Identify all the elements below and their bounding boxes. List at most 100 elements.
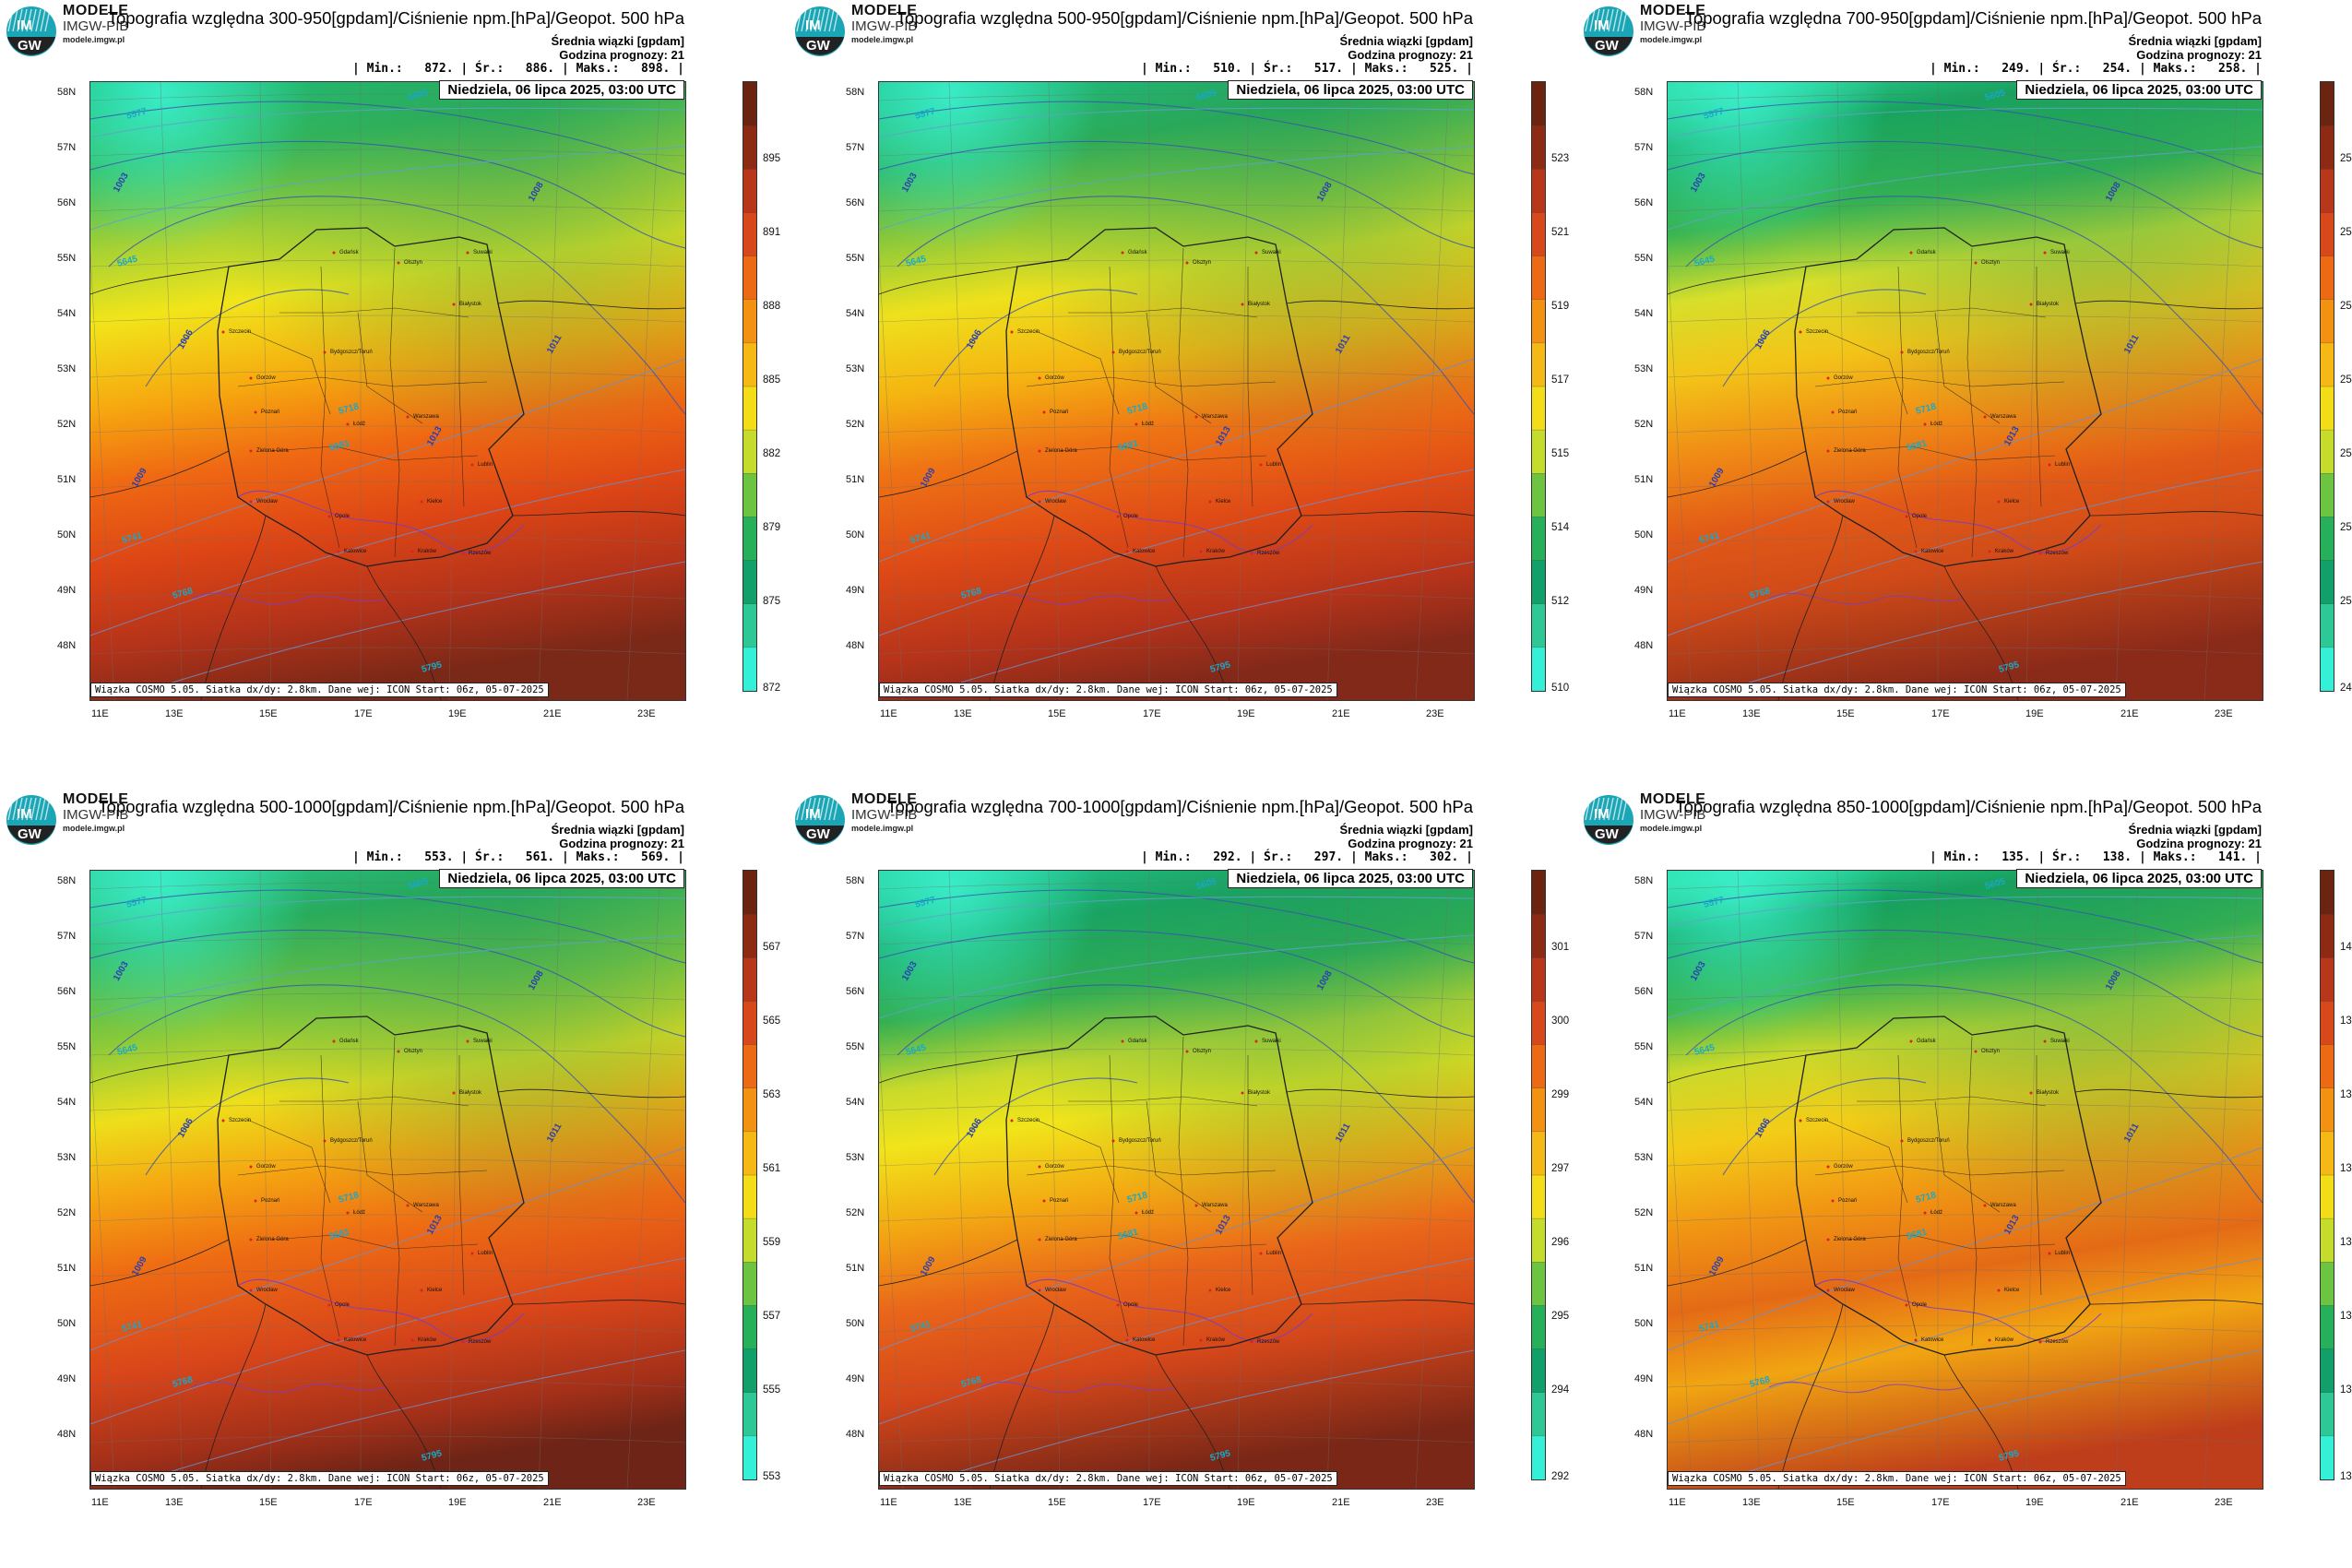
- colorbar-label: 137: [2340, 1237, 2352, 1248]
- city-label: Gdańsk: [1917, 250, 1936, 255]
- map-field: 1003100610081011101310095577560556455681…: [1668, 82, 2263, 700]
- city-marker: [1254, 1039, 1258, 1043]
- city-marker: [1923, 1211, 1927, 1215]
- city-label: Gdańsk: [339, 250, 359, 255]
- city-label: Białystok: [459, 1090, 482, 1096]
- colorbar-label: 523: [1551, 153, 1570, 164]
- lon-tick-label: 21E: [2120, 1497, 2139, 1508]
- city-label: Wrocław: [256, 499, 278, 505]
- city-marker: [323, 1139, 327, 1143]
- model-info-footer: Wiązka COSMO 5.05. Siatka dx/dy: 2.8km. …: [879, 1471, 1337, 1486]
- city-marker: [470, 463, 474, 467]
- logo-text-top: IM: [805, 18, 821, 33]
- forecast-hour-label: Godzina prognozy: 21: [559, 48, 684, 62]
- colorbar-label: 139: [2340, 1016, 2352, 1027]
- city-label: Katowice: [344, 549, 367, 554]
- brand-org: IMGW-PIB: [63, 807, 129, 823]
- brand-url: modele.imgw.pl: [851, 824, 914, 833]
- city-marker: [332, 1039, 336, 1043]
- city-label: Poznań: [261, 410, 280, 415]
- ensemble-mean-label: Średnia wiązki [gpdam]: [551, 823, 684, 837]
- city-marker: [466, 1039, 469, 1043]
- lat-tick-label: 48N: [846, 640, 865, 651]
- lat-tick-label: 55N: [846, 1041, 865, 1052]
- lon-tick-label: 19E: [448, 1497, 467, 1508]
- colorbar-label: 136: [2340, 1384, 2352, 1396]
- lat-tick-label: 52N: [846, 419, 865, 430]
- city-marker: [1185, 1050, 1189, 1053]
- lat-tick-label: 51N: [1634, 474, 1654, 485]
- city-marker: [2029, 1091, 2033, 1095]
- city-marker: [1241, 303, 1244, 306]
- city-label: Warszawa: [1990, 414, 2016, 420]
- lat-tick-label: 48N: [57, 1429, 77, 1440]
- lat-tick-label: 53N: [57, 363, 77, 374]
- colorbar-label: 891: [763, 227, 781, 238]
- valid-date-box: Niedziela, 06 lipca 2025, 03:00 UTC: [2016, 80, 2262, 100]
- city-marker: [1208, 1289, 1212, 1292]
- lat-tick-label: 51N: [846, 474, 865, 485]
- city-marker: [1111, 1139, 1115, 1143]
- city-marker: [1983, 415, 1987, 419]
- stats-line: | Min.: 872. | Śr.: 886. | Maks.: 898. |: [351, 62, 684, 76]
- city-label: Suwałki: [473, 1039, 493, 1044]
- city-marker: [410, 550, 414, 553]
- colorbar-label: 510: [1551, 683, 1570, 694]
- ensemble-mean-label: Średnia wiązki [gpdam]: [1339, 34, 1473, 48]
- city-label: Wrocław: [1045, 1288, 1066, 1293]
- lat-tick-label: 51N: [846, 1263, 865, 1274]
- city-marker: [2043, 1039, 2047, 1043]
- city-label: Rzeszów: [469, 551, 492, 556]
- lat-tick-label: 53N: [1634, 363, 1654, 374]
- lat-tick-label: 55N: [57, 1041, 77, 1052]
- city-marker: [327, 1303, 331, 1307]
- city-marker: [1974, 261, 1978, 265]
- lon-tick-label: 21E: [1332, 1497, 1350, 1508]
- isobars: [90, 101, 685, 692]
- ensemble-mean-label: Średnia wiązki [gpdam]: [1339, 823, 1473, 837]
- city-label: Rzeszów: [469, 1339, 492, 1345]
- city-label: Gdańsk: [339, 1039, 359, 1044]
- map-area: 1003 1006 1008 1011 1013 1009 5577 5605 5645 5681…: [878, 870, 1475, 1490]
- map-area: 1003 1006 1008 1011 1013 1009 5577 5605 5645 5681…: [89, 81, 686, 701]
- city-marker: [2048, 1252, 2051, 1255]
- city-marker: [1826, 1289, 1830, 1292]
- city-label: Poznań: [1050, 1198, 1069, 1204]
- lat-tick-label: 55N: [846, 253, 865, 264]
- lon-tick-label: 13E: [954, 708, 972, 719]
- city-label: Warszawa: [1202, 414, 1228, 420]
- lat-tick-label: 54N: [846, 308, 865, 319]
- colorbar-label: 140: [2340, 942, 2352, 953]
- city-label: Katowice: [1921, 1337, 1944, 1343]
- city-marker: [1909, 251, 1913, 255]
- city-marker: [249, 1289, 253, 1292]
- city-label: Olsztyn: [1193, 260, 1212, 266]
- lon-tick-label: 19E: [448, 708, 467, 719]
- colorbar-label: 512: [1551, 596, 1570, 607]
- colorbar-label: 300: [1551, 1016, 1570, 1027]
- colorbar-label: 294: [1551, 1384, 1570, 1396]
- lon-tick-label: 19E: [2025, 708, 2044, 719]
- forecast-hour-label: Godzina prognozy: 21: [2136, 837, 2262, 850]
- lat-tick-label: 57N: [1634, 931, 1654, 942]
- logo-text-bottom: GW: [1595, 826, 1620, 842]
- colorbar: [742, 81, 757, 692]
- city-label: Kielce: [1216, 499, 1231, 505]
- lat-tick-label: 54N: [57, 308, 77, 319]
- city-marker: [1831, 1199, 1835, 1203]
- lat-tick-label: 52N: [1634, 419, 1654, 430]
- city-marker: [1185, 261, 1189, 265]
- colorbar-label: 137: [2340, 1311, 2352, 1322]
- colorbar-label: 555: [763, 1384, 781, 1396]
- city-marker: [1826, 1165, 1830, 1169]
- city-marker: [1250, 1340, 1253, 1344]
- isobars: [1668, 101, 2263, 692]
- colorbar-label: 253: [2340, 448, 2352, 459]
- lon-tick-label: 11E: [880, 708, 897, 719]
- lon-tick-label: 19E: [2025, 1497, 2044, 1508]
- model-info-footer: Wiązka COSMO 5.05. Siatka dx/dy: 2.8km. …: [1668, 1471, 2126, 1486]
- city-label: Gorzów: [256, 375, 276, 381]
- lat-tick-label: 53N: [1634, 1152, 1654, 1163]
- imgw-logo-icon: IM GW: [1584, 6, 1633, 56]
- city-marker: [1799, 1119, 1802, 1123]
